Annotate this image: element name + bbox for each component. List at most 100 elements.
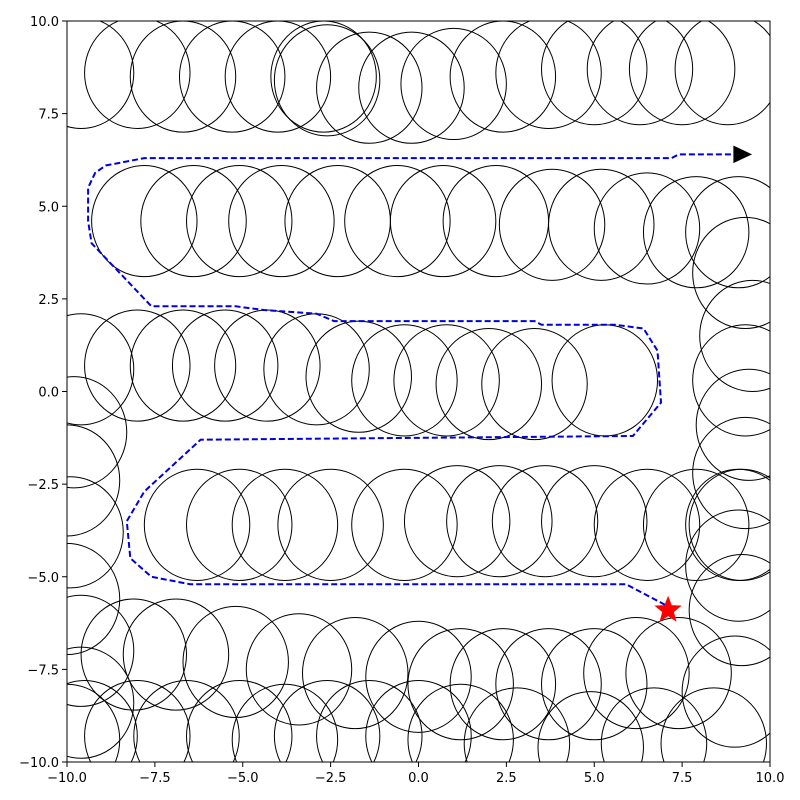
x-tick-label: −10.0 [47,771,87,786]
obstacle-circle [625,617,732,730]
obstacle-circle [393,324,500,437]
obstacle-circle [407,628,514,741]
y-tick-label: −5.0 [27,571,59,586]
obstacle-circle [270,21,377,133]
obstacle-circle [129,21,237,133]
obstacle-circle [214,309,321,422]
path-layer [87,153,749,608]
obstacle-circle [231,683,339,762]
obstacle-circle [133,680,240,762]
y-tick-label: 5.0 [38,200,59,215]
y-tick-label: −7.5 [27,663,59,678]
x-tick-label: −2.5 [315,771,347,786]
obstacle-circle [316,680,423,762]
obstacle-circle [67,424,121,537]
marker-layer [654,145,753,622]
obstacle-circle [224,21,332,133]
obstacle-circle [122,598,230,711]
obstacle-circle [245,613,353,726]
x-tick-label: −5.0 [227,771,259,786]
obstacle-circle [463,687,571,762]
obstacle-circle [84,21,191,129]
obstacle-circle [91,164,198,278]
obstacle-circle [481,328,588,441]
obstacle-circle [67,313,135,426]
x-tick-label: 0.0 [408,771,429,786]
obstacle-circle [67,680,138,762]
y-tick-label: −2.5 [27,478,59,493]
start-marker-triangle [733,145,753,164]
obstacle-layer [67,21,770,762]
obstacle-circle [699,279,770,392]
obstacle-circle [67,21,135,129]
obstacle-circle [140,164,247,278]
obstacle-circle [186,164,293,278]
obstacle-circle [316,31,423,144]
obstacle-circle [186,468,293,581]
obstacle-circle [660,687,767,762]
obstacle-circle [692,416,770,530]
y-tick-label: 0.0 [38,386,59,401]
obstacle-circle [400,27,507,141]
obstacle-circle [263,313,370,426]
obstacle-circle [182,605,289,719]
obstacle-circle [692,324,770,437]
obstacle-circle [541,628,648,741]
x-tick-label: 5.0 [584,771,605,786]
y-tick-label: −10.0 [19,756,59,771]
obstacle-circle [67,376,128,489]
x-tick-label: 2.5 [496,771,517,786]
obstacle-circle [537,691,644,762]
obstacle-circle [449,21,557,133]
obstacle-circle [273,680,381,762]
obstacle-circle [685,468,770,581]
obstacle-circle [351,468,458,581]
obstacle-circle [674,21,770,126]
obstacle-circle [586,21,694,126]
obstacle-circle [365,620,472,733]
y-tick-label: 2.5 [38,293,59,308]
obstacle-circle [305,320,412,433]
obstacle-circle [351,324,458,437]
obstacle-circle [129,309,237,422]
obstacle-circle [541,465,648,578]
obstacle-circle [389,164,497,278]
obstacle-circle [583,617,690,730]
y-tick-label: 10.0 [30,15,59,30]
obstacle-circle [642,468,750,581]
obstacle-circle [403,465,511,578]
obstacle-circle [642,176,750,289]
obstacle-circle [344,164,451,278]
obstacle-circle [365,680,472,762]
goal-marker-star [654,595,682,622]
obstacle-circle [491,465,599,578]
obstacle-circle [171,309,279,422]
obstacle-circle [498,168,606,281]
obstacle-circle [593,468,701,581]
obstacle-circle [495,628,602,741]
obstacle-circle [67,476,124,589]
obstacle-circle [600,687,708,762]
obstacle-circle [228,164,335,278]
obstacle-circle [593,172,701,285]
obstacle-circle [67,594,135,707]
obstacle-circle [407,683,514,762]
obstacle-circle [186,680,293,762]
x-tick-label: 7.5 [672,771,693,786]
obstacle-circle [681,635,770,748]
obstacle-circle [685,509,770,622]
obstacle-circle [67,542,121,656]
obstacle-circle [84,309,191,422]
tick-layer: −10.0 −7.5 −5.0 −2.5 0.0 2.5 5.0 7.5 10.0 −10.0 −7… [19,15,784,786]
y-tick-label: 7.5 [38,108,59,123]
obstacle-circle [358,31,465,144]
obstacle-circle [231,468,339,581]
obstacle-circle [80,598,188,711]
obstacle-circle [302,617,409,730]
obstacle-circle [688,468,770,581]
obstacle-circle [284,164,391,278]
obstacle-circle [495,21,602,129]
obstacle-circle [541,21,648,126]
